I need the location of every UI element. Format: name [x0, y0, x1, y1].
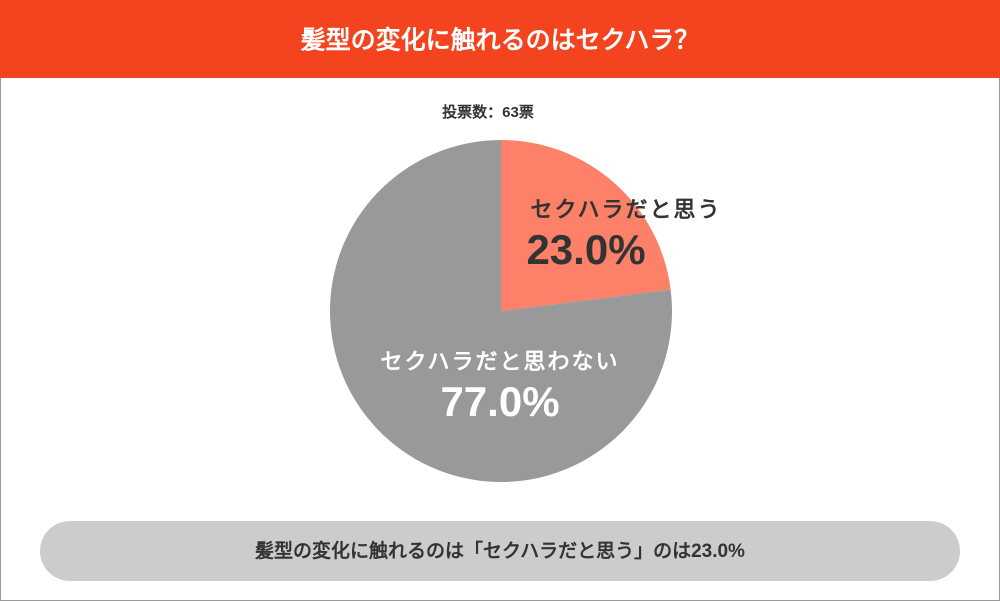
- footer-pill: [40, 521, 960, 581]
- header-bar: [0, 0, 1000, 78]
- pie-slice: [330, 140, 672, 482]
- footer-text: 髪型の変化に触れるのは「セクハラだと思う」のは23.0%: [254, 539, 745, 562]
- slice-value: 77.0%: [440, 378, 559, 425]
- vote-count: 投票数：63票: [442, 103, 534, 121]
- slice-value: 23.0%: [526, 226, 645, 273]
- slice-label: セクハラだと思う: [531, 197, 722, 222]
- pie: [330, 140, 672, 482]
- slice-label: セクハラだと思わない: [381, 349, 620, 374]
- chart-title: 髪型の変化に触れるのはセクハラ？: [300, 26, 700, 55]
- pie-slice: [501, 140, 671, 311]
